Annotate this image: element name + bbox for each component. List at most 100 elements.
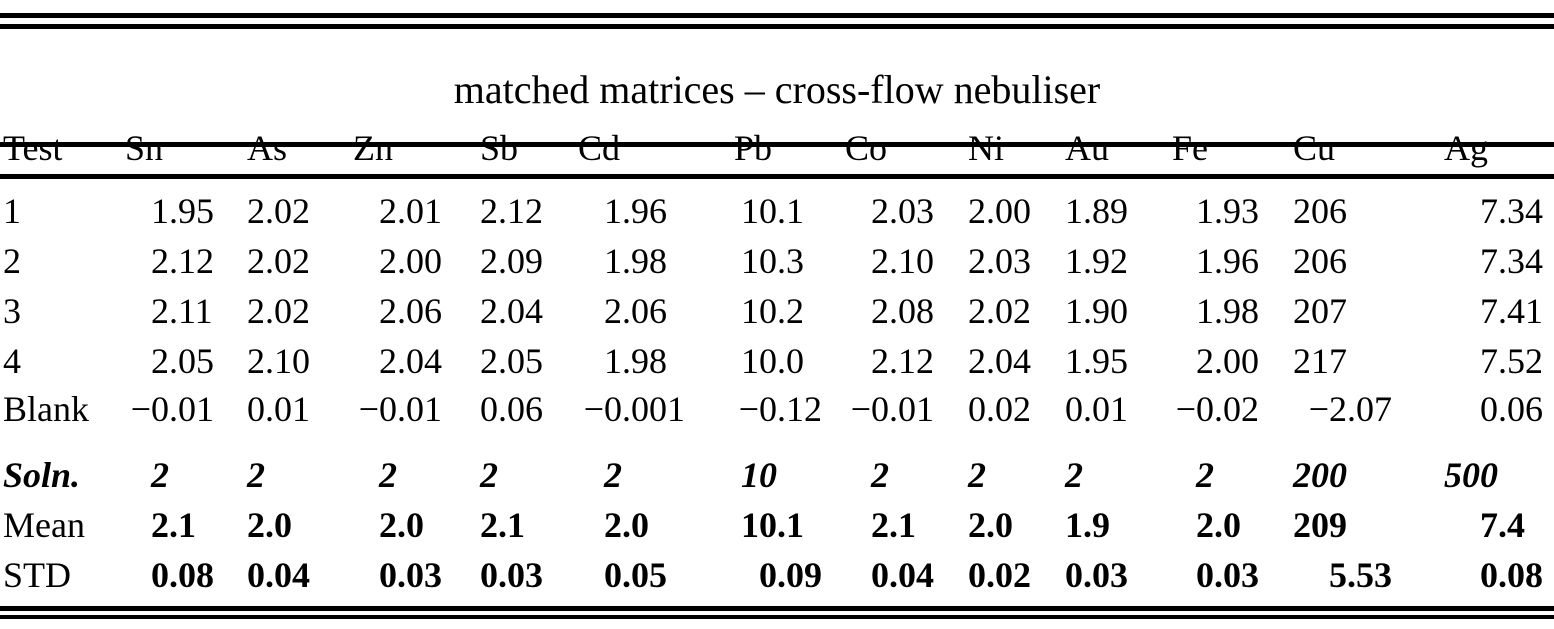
- table-cell: 1.98: [1172, 293, 1293, 329]
- cell-fraction-part: .98: [622, 341, 667, 381]
- cell-integer-part: 2: [379, 455, 397, 495]
- column-header-zn: Zn: [353, 128, 393, 168]
- cell-fraction-part: .89: [1083, 191, 1128, 231]
- cell-fraction-part: .04: [889, 555, 934, 595]
- table-cell: 2.12: [845, 343, 968, 379]
- cell-fraction-part: .0: [397, 505, 424, 545]
- bottom-rule-inner: [0, 606, 1554, 611]
- table-cell: 2.0: [968, 507, 1065, 543]
- cell-integer-part: 10: [741, 341, 777, 381]
- table-cell: 2.02: [247, 243, 353, 279]
- table-cell: 2.1: [125, 507, 247, 543]
- cell-fraction-part: .1: [777, 505, 804, 545]
- column-header-pb: Pb: [734, 128, 773, 168]
- table-cell: 1.93: [1172, 193, 1293, 229]
- cell-integer-part: 0: [1196, 555, 1214, 595]
- cell-integer-part: 0: [1480, 555, 1498, 595]
- cell-fraction-part: .12: [777, 389, 822, 429]
- cell-fraction-part: .02: [265, 291, 310, 331]
- table-cell: 206: [1293, 243, 1444, 279]
- cell-integer-part: 200: [1293, 455, 1347, 495]
- column-header-test: Test: [3, 128, 63, 168]
- cell-integer-part: 207: [1293, 291, 1347, 331]
- cell-integer-part: 2: [480, 455, 498, 495]
- table-cell: 1.98: [578, 243, 734, 279]
- table-cell: 2.0: [1172, 507, 1293, 543]
- cell-integer-part: 2: [1196, 505, 1214, 545]
- cell-fraction-part: .01: [889, 389, 934, 429]
- table-cell: 0.02: [968, 391, 1065, 427]
- table-cell: 2.09: [480, 243, 578, 279]
- row-label: STD: [3, 555, 72, 595]
- table-cell: 2.11: [125, 293, 247, 329]
- table-cell: 209: [1293, 507, 1444, 543]
- table-cell: −0.01: [845, 391, 968, 427]
- cell-integer-part: 2: [871, 505, 889, 545]
- table-cell: 2: [1065, 457, 1172, 493]
- cell-integer-part: 2: [379, 341, 397, 381]
- table-cell: 5.53: [1293, 557, 1444, 593]
- cell-integer-part: 5: [1329, 555, 1347, 595]
- header-separator-rule: [0, 174, 1554, 179]
- cell-fraction-part: .01: [1083, 389, 1128, 429]
- cell-fraction-part: .03: [889, 191, 934, 231]
- table-cell: 10.2: [734, 293, 845, 329]
- cell-integer-part: 2: [604, 291, 622, 331]
- cell-fraction-part: .34: [1498, 241, 1543, 281]
- table-cell: 2.04: [480, 293, 578, 329]
- cell-integer-part: 2: [151, 455, 169, 495]
- cell-integer-part: 0: [480, 555, 498, 595]
- table-title: matched matrices – cross-flow nebuliser: [453, 67, 1101, 112]
- cell-fraction-part: .98: [622, 241, 667, 281]
- cell-integer-part: 2: [871, 241, 889, 281]
- cell-fraction-part: .0: [777, 341, 804, 381]
- table-cell: 0.06: [480, 391, 578, 427]
- cell-integer-part: 0: [968, 389, 986, 429]
- cell-fraction-part: .0: [265, 505, 292, 545]
- cell-fraction-part: .10: [889, 241, 934, 281]
- table-cell: 2: [845, 457, 968, 493]
- cell-fraction-part: .01: [397, 191, 442, 231]
- table-cell: 0.03: [1172, 557, 1293, 593]
- table-cell: 206: [1293, 193, 1444, 229]
- cell-integer-part: 0: [379, 555, 397, 595]
- cell-integer-part: 1: [604, 341, 622, 381]
- table-cell: 2.08: [845, 293, 968, 329]
- cell-integer-part: 7: [1480, 241, 1498, 281]
- table-cell: 10.1: [734, 193, 845, 229]
- table-cell: 0.03: [480, 557, 578, 593]
- cell-integer-part: 1: [1196, 241, 1214, 281]
- table-cell: 0.04: [845, 557, 968, 593]
- cell-integer-part: 0: [1480, 389, 1498, 429]
- cell-fraction-part: .04: [986, 341, 1031, 381]
- cell-integer-part: 2: [968, 505, 986, 545]
- table-cell: 7.34: [1444, 243, 1554, 279]
- table-cell: 7.34: [1444, 193, 1554, 229]
- table-cell: −0.12: [734, 391, 845, 427]
- cell-fraction-part: .09: [777, 555, 822, 595]
- table-cell: 2.1: [480, 507, 578, 543]
- cell-fraction-part: .0: [986, 505, 1013, 545]
- cell-integer-part: 2: [151, 341, 169, 381]
- cell-integer-part: −0: [738, 389, 777, 429]
- cell-integer-part: −0: [850, 389, 889, 429]
- cell-integer-part: 7: [1480, 291, 1498, 331]
- cell-fraction-part: .98: [1214, 291, 1259, 331]
- cell-fraction-part: .04: [397, 341, 442, 381]
- row-label: 3: [3, 291, 21, 331]
- cell-integer-part: 10: [741, 455, 777, 495]
- table-cell: 0.09: [734, 557, 845, 593]
- table-cell: 7.4: [1444, 507, 1554, 543]
- table-cell: 2: [1172, 457, 1293, 493]
- cell-fraction-part: .96: [622, 191, 667, 231]
- table-cell: 1.95: [1065, 343, 1172, 379]
- cell-integer-part: 0: [1065, 389, 1083, 429]
- cell-fraction-part: .1: [169, 505, 196, 545]
- table-cell: 2.03: [968, 243, 1065, 279]
- cell-integer-part: 206: [1293, 241, 1347, 281]
- cell-fraction-part: .01: [397, 389, 442, 429]
- cell-fraction-part: .00: [1214, 341, 1259, 381]
- cell-integer-part: 2: [1065, 455, 1083, 495]
- cell-integer-part: 2: [480, 505, 498, 545]
